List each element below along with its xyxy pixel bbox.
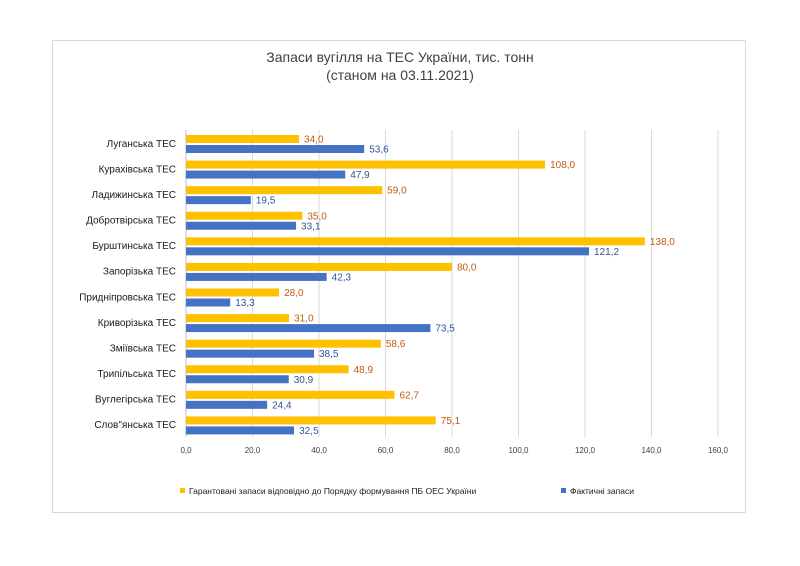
data-label-actual: 121,2 [594,247,619,258]
category-label: Слов"янська ТЕС [94,420,176,431]
bar-actual [186,196,251,205]
x-tick-label: 40,0 [311,446,327,455]
legend-swatch-actual [561,488,566,493]
legend: Гарантовані запаси відповідно до Порядку… [180,486,634,496]
x-tick-label: 60,0 [378,446,394,455]
category-label: Курахівська ТЕС [99,164,176,175]
chart-area [52,40,746,513]
bar-actual [186,170,346,179]
data-label-guaranteed: 59,0 [387,186,407,197]
bar-guaranteed [186,160,546,169]
category-labels: Луганська ТЕС Курахівська ТЕС Ладижинська … [79,139,176,431]
bar-guaranteed [186,288,280,297]
bar-actual [186,324,431,333]
bar-actual [186,349,315,358]
legend-label-guaranteed: Гарантовані запаси відповідно до Порядку… [189,486,476,496]
x-axis-ticks: 0,0 20,0 40,0 60,0 80,0 100,0 120,0 140,0 160,0 [180,446,728,455]
bar-actual [186,375,289,384]
x-tick-label: 20,0 [245,446,261,455]
data-label-guaranteed: 108,0 [550,160,575,171]
data-label-actual: 30,9 [294,375,314,386]
category-label: Луганська ТЕС [107,139,176,150]
data-label-actual: 73,5 [435,324,455,335]
data-label-actual: 53,6 [369,145,389,156]
legend-swatch-guaranteed [180,488,185,493]
bar-actual [186,247,589,256]
data-label-actual: 33,1 [301,221,321,232]
data-label-guaranteed: 75,1 [441,416,461,427]
chart-title: Запаси вугілля на ТЕС України, тис. тонн [266,49,533,65]
data-label-actual: 42,3 [332,272,352,283]
bar-guaranteed [186,211,303,220]
data-label-guaranteed: 48,9 [354,365,374,376]
bar-actual [186,272,327,281]
legend-label-actual: Фактичні запаси [570,486,634,496]
category-label: Вуглегірська ТЕС [95,395,176,406]
x-tick-label: 80,0 [444,446,460,455]
bars: 34,0 53,6 108,0 47,9 59,0 19,5 35,033,1 138,0 12… [186,135,675,437]
data-label-guaranteed: 31,0 [294,314,314,325]
data-label-guaranteed: 80,0 [457,262,477,273]
x-tick-label: 0,0 [180,446,192,455]
data-label-guaranteed: 28,0 [284,288,304,299]
bar-actual [186,221,297,230]
data-label-actual: 32,5 [299,426,319,437]
bar-guaranteed [186,314,290,323]
bar-guaranteed [186,339,381,348]
bar-actual [186,145,365,153]
bar-guaranteed [186,186,383,195]
category-label: Добротвірська ТЕС [86,215,176,227]
data-label-guaranteed: 58,6 [386,339,406,350]
bar-guaranteed [186,135,300,143]
bar-guaranteed [186,237,645,246]
bar-guaranteed [186,416,436,425]
category-label: Ладижинська ТЕС [92,190,177,201]
bar-guaranteed [186,262,452,271]
bar-guaranteed [186,390,395,399]
category-label: Запорізька ТЕС [103,267,176,278]
bar-actual [186,400,268,409]
data-label-guaranteed: 62,7 [399,390,419,401]
data-label-actual: 24,4 [272,400,292,411]
data-label-actual: 19,5 [256,196,276,207]
bar-guaranteed [186,365,349,374]
x-tick-label: 160,0 [708,446,729,455]
chart-subtitle: (станом на 03.11.2021) [326,67,474,83]
category-label: Бурштинська ТЕС [92,241,176,252]
gridlines [185,130,719,437]
data-label-guaranteed: 35,0 [307,211,327,222]
x-tick-label: 120,0 [575,446,596,455]
data-label-actual: 38,5 [319,349,339,360]
bar-actual [186,298,231,307]
data-label-actual: 13,3 [235,298,255,309]
category-label: Придніпровська ТЕС [79,292,176,303]
x-tick-label: 100,0 [508,446,529,455]
category-label: Трипільська ТЕС [97,369,176,380]
category-label: Криворізька ТЕС [98,318,176,329]
bar-actual [186,426,295,435]
data-label-actual: 47,9 [350,170,370,181]
x-tick-label: 140,0 [641,446,662,455]
data-label-guaranteed: 34,0 [304,135,324,146]
data-label-guaranteed: 138,0 [650,237,675,248]
category-label: Зміївська ТЕС [110,343,176,354]
